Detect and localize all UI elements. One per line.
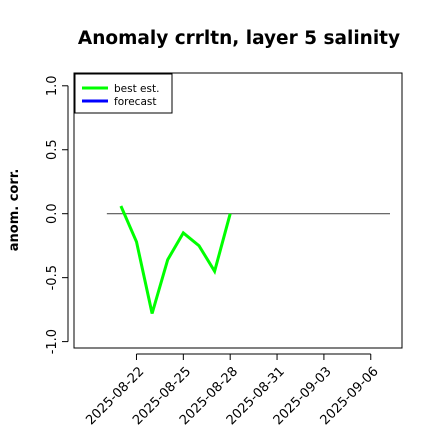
legend-box (74, 73, 173, 114)
y-tick-label: 0.5 (45, 139, 60, 160)
y-tick-label: 0.0 (45, 203, 60, 224)
legend-label-1: forecast (114, 96, 156, 108)
series-line-0 (119, 205, 232, 314)
y-tick-label: -1.0 (45, 329, 60, 354)
legend: best est.forecast (74, 73, 173, 114)
y-axis-label: anom. corr. (7, 169, 22, 252)
y-tick-label: 1.0 (45, 75, 60, 96)
plot-frame (73, 72, 403, 349)
chart-title: Anomaly crrltn, layer 5 salinity (78, 28, 400, 49)
x-axis: 2025-08-222025-08-252025-08-282025-08-31… (83, 353, 382, 428)
y-tick-label: -0.5 (45, 265, 60, 290)
legend-label-0: best est. (114, 83, 159, 95)
y-axis: -1.0 -0.5 0.0 0.5 1.0 (45, 75, 69, 354)
plot-clip-group (106, 205, 390, 314)
